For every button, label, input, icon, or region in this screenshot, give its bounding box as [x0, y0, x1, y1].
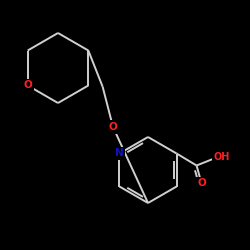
Text: O: O	[108, 122, 118, 132]
Text: O: O	[197, 178, 206, 188]
Text: O: O	[23, 80, 32, 90]
Text: OH: OH	[214, 152, 230, 162]
Text: N: N	[115, 148, 124, 158]
